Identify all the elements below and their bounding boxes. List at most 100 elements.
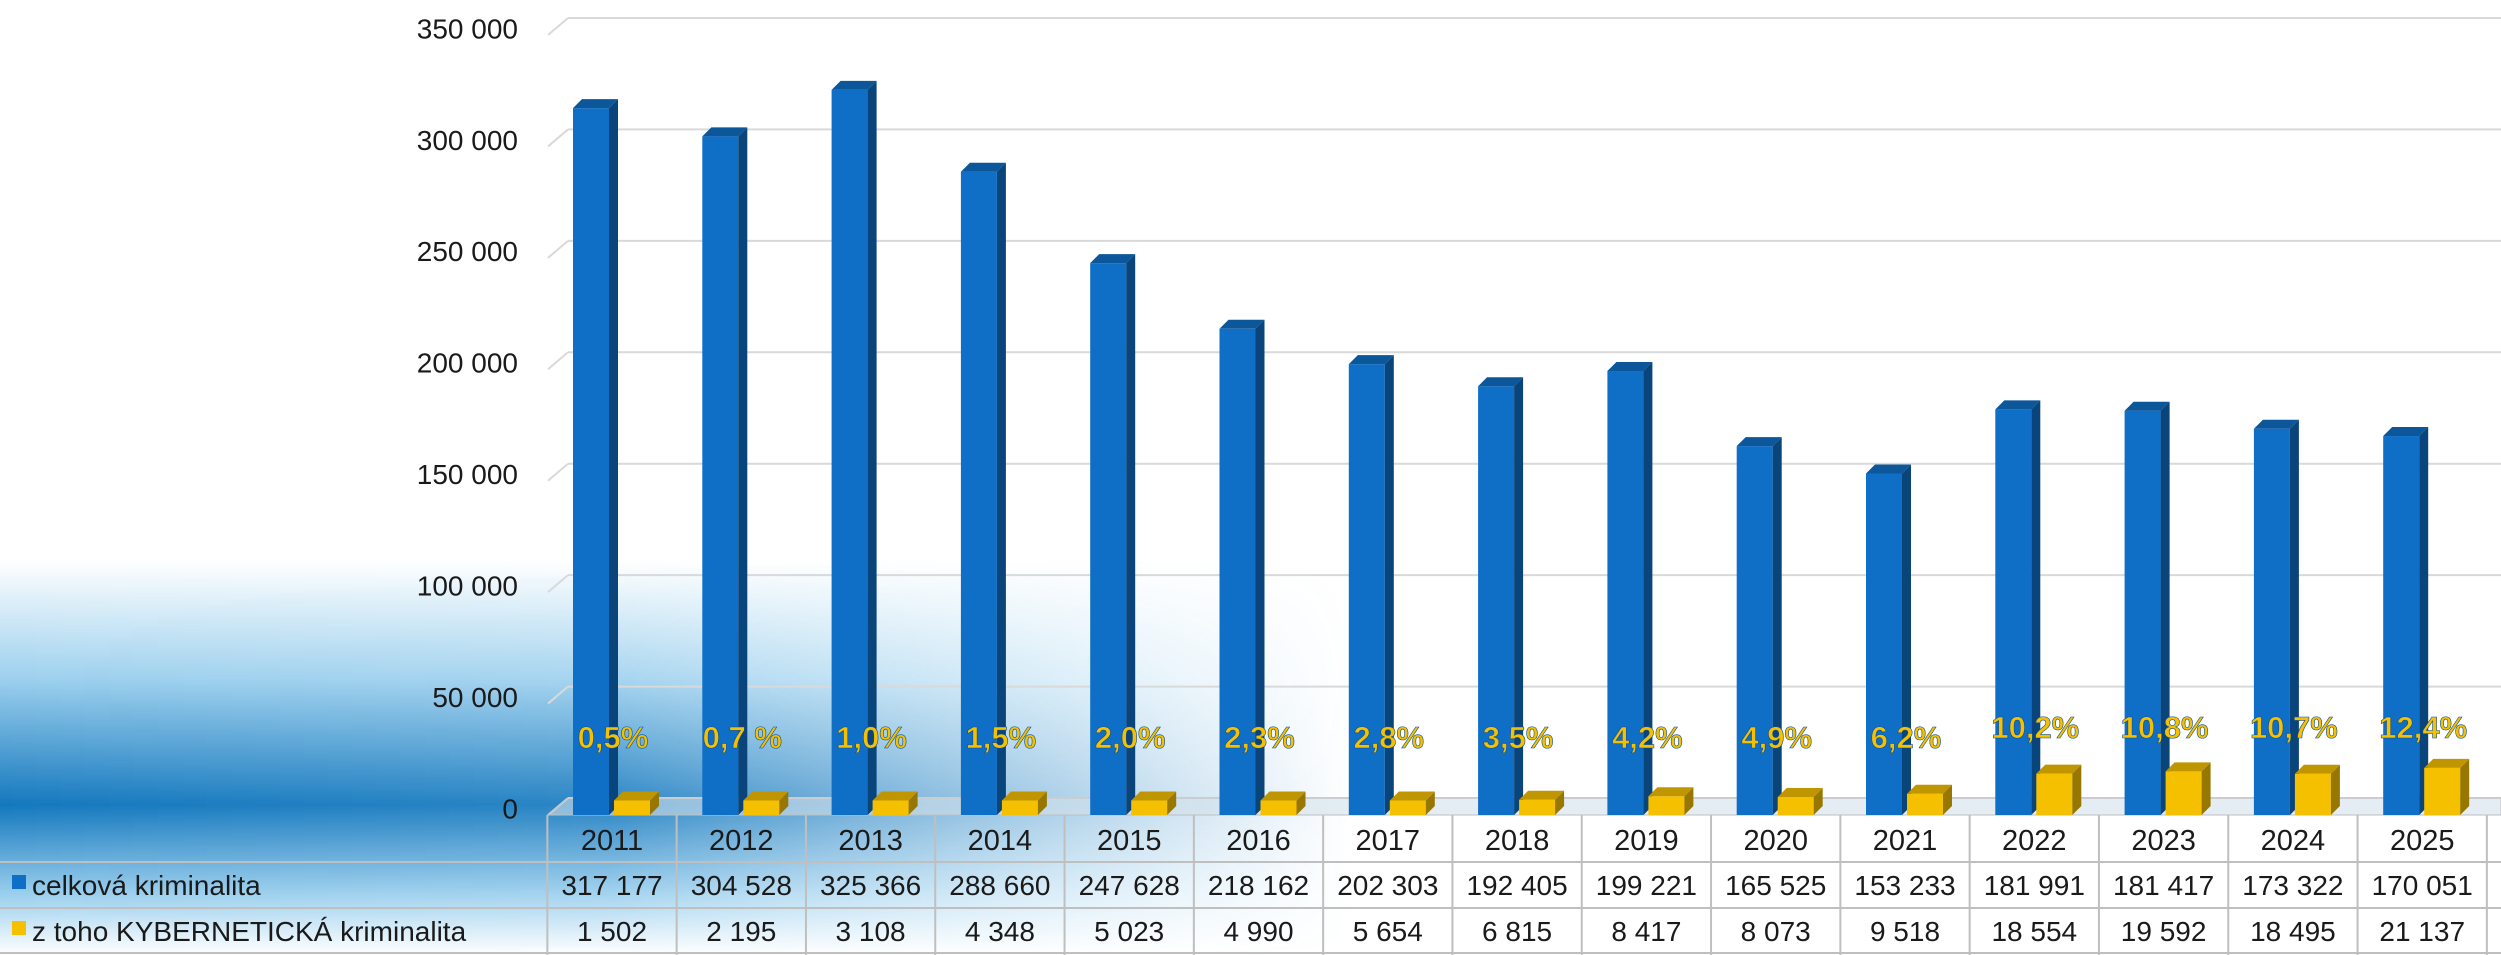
table-cell-total: 192 405 bbox=[1466, 870, 1567, 901]
table-cell-total: 181 991 bbox=[1984, 870, 2085, 901]
y-tick-label: 150 000 bbox=[417, 459, 518, 490]
bar-cyber-top bbox=[614, 791, 659, 801]
bar-cyber-side bbox=[2330, 764, 2340, 815]
bar-total-side bbox=[1514, 377, 1524, 815]
x-tick-label: 2013 bbox=[838, 825, 903, 857]
table-cell-total: 218 162 bbox=[1208, 870, 1309, 901]
gridline-side bbox=[547, 351, 569, 371]
table-cell-total: 181 417 bbox=[2113, 870, 2214, 901]
table-cell-total: 247 628 bbox=[1079, 870, 1180, 901]
bar-total-side bbox=[996, 162, 1006, 816]
bar-total bbox=[1219, 328, 1256, 815]
table-cell-total: 202 303 bbox=[1337, 870, 1438, 901]
bar-total-top bbox=[573, 99, 618, 109]
x-tick-label: 2017 bbox=[1356, 825, 1421, 857]
bar-total-side bbox=[1643, 362, 1653, 815]
x-tick-label: 2014 bbox=[968, 825, 1033, 857]
bar-total bbox=[573, 108, 609, 816]
bar-cyber bbox=[743, 800, 780, 815]
table-cell-cyber: 21 137 bbox=[2379, 916, 2465, 947]
table-cell-total: 304 528 bbox=[691, 870, 792, 901]
bar-cyber-side bbox=[1425, 791, 1435, 815]
bar-total-top bbox=[702, 127, 748, 137]
bar-cyber bbox=[614, 800, 650, 815]
percent-label: 6,2% bbox=[1871, 720, 1942, 755]
bar-cyber-top bbox=[872, 791, 918, 801]
bar-cyber-side bbox=[1555, 790, 1565, 815]
table-cell-cyber: 19 592 bbox=[2121, 916, 2207, 947]
bar-total-side bbox=[1902, 464, 1911, 815]
bar-total-top bbox=[1090, 254, 1136, 264]
bar-cyber-top bbox=[1648, 787, 1694, 797]
bar-cyber bbox=[2165, 771, 2202, 815]
x-tick-label: 2011 bbox=[581, 825, 643, 857]
bar-cyber-top bbox=[2294, 764, 2340, 774]
bar-total-side bbox=[2289, 419, 2299, 815]
table-cell-cyber: 5 023 bbox=[1094, 916, 1164, 947]
bar-total-top bbox=[831, 80, 877, 90]
percent-label: 10,2% bbox=[1991, 710, 2079, 745]
bar-total-top bbox=[1995, 400, 2041, 410]
table-cell-cyber: 18 495 bbox=[2250, 916, 2336, 947]
table-cell-cyber: 18 554 bbox=[1991, 916, 2077, 947]
bar-total-top bbox=[1736, 437, 1782, 447]
bar-total-top bbox=[1478, 377, 1524, 387]
bar-cyber-side bbox=[2072, 764, 2082, 815]
bar-cyber bbox=[1519, 799, 1556, 815]
bar-total bbox=[2124, 410, 2161, 815]
bar-total-side bbox=[1255, 319, 1265, 815]
table-cell-total: 165 525 bbox=[1725, 870, 1826, 901]
x-tick-label: 2015 bbox=[1097, 825, 1162, 857]
gridline-side bbox=[547, 128, 569, 148]
x-tick-label: 2024 bbox=[2261, 825, 2326, 857]
table-cell-total: 317 177 bbox=[561, 870, 662, 901]
bar-cyber bbox=[2424, 767, 2461, 815]
bar-cyber-side bbox=[650, 791, 659, 815]
bar-total-top bbox=[1866, 464, 1911, 474]
bar-total bbox=[2383, 436, 2420, 815]
percent-label: 10,7% bbox=[2250, 710, 2338, 745]
bar-cyber bbox=[1777, 797, 1814, 815]
bar-total bbox=[1866, 473, 1902, 815]
y-tick-label: 200 000 bbox=[417, 348, 518, 379]
gridline-side bbox=[547, 685, 569, 705]
table-cell-cyber: 6 815 bbox=[1482, 916, 1552, 947]
bar-total-side bbox=[738, 127, 748, 816]
table-cell-total: 173 322 bbox=[2242, 870, 2343, 901]
bar-total-top bbox=[1607, 362, 1653, 372]
bar-total-top bbox=[960, 162, 1006, 172]
bar-total-side bbox=[2419, 427, 2429, 815]
bar-total-side bbox=[2031, 400, 2041, 815]
bar-cyber-top bbox=[1260, 791, 1306, 801]
bar-cyber bbox=[1260, 800, 1297, 815]
y-tick-label: 100 000 bbox=[417, 571, 518, 602]
bar-cyber bbox=[872, 800, 909, 815]
gridline-side bbox=[547, 17, 569, 36]
legend-label-total: celková kriminalita bbox=[32, 870, 261, 901]
x-tick-label: 2012 bbox=[709, 825, 774, 857]
table-cell-total: 170 051 bbox=[2372, 870, 2473, 901]
bar-cyber-side bbox=[779, 791, 789, 815]
bar-cyber-side bbox=[1684, 787, 1694, 815]
y-tick-label: 300 000 bbox=[417, 125, 518, 156]
percent-label: 12,4% bbox=[2379, 710, 2467, 745]
bar-cyber bbox=[1131, 800, 1168, 815]
bar-total bbox=[1348, 364, 1385, 815]
bar-cyber-side bbox=[1296, 791, 1306, 815]
bar-total bbox=[1090, 263, 1127, 815]
percent-label: 0,7 % bbox=[703, 720, 782, 755]
bar-cyber-top bbox=[1907, 784, 1952, 794]
bar-total-top bbox=[1348, 355, 1394, 365]
table-cell-cyber: 1 502 bbox=[577, 916, 647, 947]
table-cell-cyber: 4 990 bbox=[1223, 916, 1293, 947]
bar-total-side bbox=[2160, 401, 2170, 815]
bar-cyber bbox=[1389, 800, 1426, 815]
legend-label-cyber: z toho KYBERNETICKÁ kriminalita bbox=[32, 916, 467, 947]
x-tick-label: 2018 bbox=[1485, 825, 1550, 857]
legend-key-cyber bbox=[12, 921, 26, 935]
bar-cyber-side bbox=[2201, 762, 2211, 815]
table-cell-cyber: 2 195 bbox=[706, 916, 776, 947]
bar-cyber-side bbox=[1037, 791, 1047, 815]
